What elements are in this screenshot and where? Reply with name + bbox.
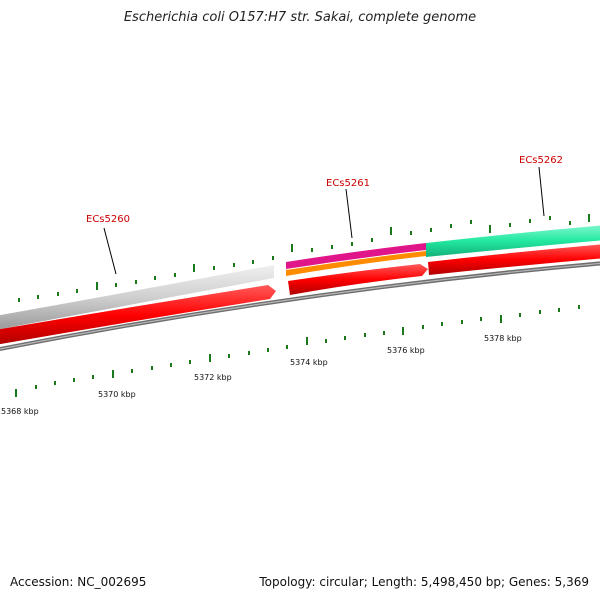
gene-label-ecs5260[interactable]: ECs5260 — [86, 214, 130, 225]
accession-text: Accession: NC_002695 — [10, 575, 147, 589]
outer-tick-marks — [18, 214, 590, 302]
scale-label-5372: 5372 kbp — [194, 373, 232, 382]
scale-tick-marks — [15, 305, 580, 397]
scale-label-5374: 5374 kbp — [290, 358, 328, 367]
gene-label-leaders — [103, 166, 545, 275]
feature-magenta[interactable] — [286, 243, 426, 269]
scale-label-5368: 5368 kbp — [1, 407, 39, 416]
gene-label-ecs5261[interactable]: ECs5261 — [326, 178, 370, 189]
scale-label-5378: 5378 kbp — [484, 334, 522, 343]
scale-label-5370: 5370 kbp — [98, 390, 136, 399]
feature-orange[interactable] — [286, 251, 426, 276]
cds-feature-green[interactable] — [426, 225, 600, 257]
cds-arrow-red-3[interactable] — [428, 244, 600, 275]
scale-label-5376: 5376 kbp — [387, 346, 425, 355]
cds-arrow-red-1[interactable] — [0, 285, 276, 345]
cds-feature-grey[interactable] — [0, 265, 274, 330]
cds-arrow-red-2[interactable] — [288, 264, 428, 295]
backbone-highlight — [0, 262, 600, 350]
gene-label-ecs5262[interactable]: ECs5262 — [519, 155, 563, 166]
map-title: Escherichia coli O157:H7 str. Sakai, com… — [123, 10, 477, 25]
genome-summary-text: Topology: circular; Length: 5,498,450 bp… — [259, 575, 589, 589]
